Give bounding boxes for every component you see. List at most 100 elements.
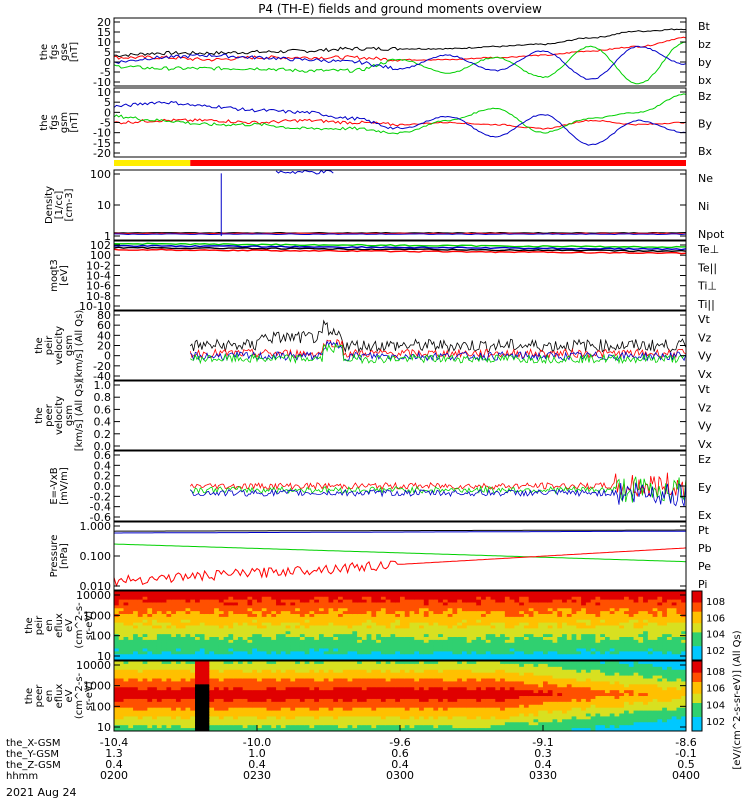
density-line-blue [114,233,686,236]
xtick-1-0: -10.0 [243,736,271,749]
frame-fgs_gse [113,17,687,87]
xtick-3-0: -9.1 [532,736,553,749]
pressure-line-black [114,529,686,532]
legend-peir_velocity-Vy: Vy [698,350,712,363]
panel-fgs_gsm-data [114,93,686,146]
ytick-fgs_gsm-1: 5 [104,96,111,109]
frame-peir_velocity [113,310,687,381]
ytick-efield-6: -0.6 [90,511,111,524]
xtick-2-2: 0.4 [391,758,409,771]
ylabel-peer_velocity-0: the [34,407,45,423]
xtick-3-1: 0.3 [534,747,552,760]
legend-efield-Ey: Ey [698,481,712,494]
ytick-density-0: 100 [90,168,111,181]
pressure-line-red [114,547,686,588]
cbar-tick-peer_spectrogram-3: 102 [706,717,725,728]
legend-density-Npot: Npot [698,228,725,241]
legend-peer_velocity-Vz: Vz [698,401,712,414]
xtick-2-0: -9.6 [389,736,410,749]
efield-line-blue [190,482,686,507]
ytick-fgs_gsm-6: -20 [93,147,111,160]
ylabel-peir_spectrogram-1: peir [34,615,45,635]
ylabel-peir_velocity-1: peir [44,335,55,355]
xtick-1-2: 0.4 [248,758,266,771]
xtick-4-1: -0.1 [675,747,696,760]
ytick-efield-0: 0.6 [94,449,112,462]
ytick-peir_velocity-4: 0 [104,350,111,363]
ytick-fgs_gse-3: 5 [104,46,111,59]
legend-peir_velocity-Vz: Vz [698,331,712,344]
ytick-peir_velocity-0: 80 [97,309,111,322]
legend-peir_velocity-Vt: Vt [698,313,711,326]
xtick-3-3: 0330 [529,769,557,782]
xtick-1-1: 1.0 [248,747,266,760]
status-bar-red [190,160,686,166]
frame-temperature [113,240,687,311]
legend-temperature-Te⊥: Te⊥ [697,243,719,256]
ytick-fgs_gsm-5: -15 [93,137,111,150]
xrow-label-3: hhmm [6,771,38,782]
xrow-label-1: the_Y-GSM [6,749,59,760]
legend-fgs_gse-by: by [698,56,712,69]
legend-temperature-Ti||: Ti|| [697,298,715,311]
ylabel-peir_spectrogram-5: (cm^2-s- [74,602,85,649]
ylabel-fgs_gsm-2: gsm [59,112,70,133]
npot-burst [275,170,334,175]
ytick-fgs_gse-1: 15 [97,26,111,39]
xtick-3-2: 0.4 [534,758,552,771]
xtick-0-2: 0.4 [105,758,123,771]
vel-line-green [190,342,686,365]
panel-pressure-data [114,529,686,588]
panel-efield-data [189,472,686,507]
temp-line-green [114,242,686,249]
pressure-line-green [114,543,686,563]
xtick-0-0: -10.4 [100,736,128,749]
ylabel-fgs_gse-1: fgs [49,44,60,59]
ytick-efield-2: 0.2 [94,470,112,483]
ylabel-peer_spectrogram-1: peer [34,684,45,708]
ylabel-fgs_gsm-3: [nT] [69,112,80,132]
ytick-fgs_gsm-4: -10 [93,127,111,140]
series-fgs_gsm-Bz [114,118,686,130]
ylabel-fgs_gsm-1: fgs [49,115,60,130]
series-fgs_gse-Bt [114,28,686,58]
panel-temperature-data [114,242,686,255]
ylabel-peir_spectrogram-4: eV [64,619,75,632]
ylabel-peer_spectrogram-6: sr-eV) [84,681,95,710]
cbar-tick-peer_spectrogram-0: 108 [706,667,725,678]
cbar-tick-peir_spectrogram-0: 108 [706,597,725,608]
legend-temperature-Ti⊥: Ti⊥ [697,280,717,293]
ylabel-peir_spectrogram-2: en [44,619,55,632]
cbar-tick-peer_spectrogram-1: 106 [706,684,725,695]
cbar-tick-peir_spectrogram-3: 102 [706,646,725,657]
frame-peer_velocity [113,380,687,451]
legend-efield-Ex: Ex [698,509,712,522]
ytick-temperature-5: 10-8 [86,290,111,303]
legend-peer_velocity-Vt: Vt [698,383,711,396]
ytick-fgs_gse-5: -5 [100,66,111,79]
ytick-efield-3: 0.0 [94,480,112,493]
efield-line-green [189,476,686,503]
ylabel-peer_velocity-4: [km/s] (All Qs) [74,380,85,452]
series-fgs_gsm-Bx [114,100,686,146]
legend-fgs_gsm-Bz: Bz [698,90,712,103]
ylabel-peir_spectrogram-3: eflux [54,613,65,638]
ytick-density-2: 1 [104,230,111,243]
xtick-4-2: 0.5 [677,758,695,771]
panel-fgs_gse-data [114,28,686,85]
ytick-density-1: 10 [97,199,111,212]
ytick-temperature-1: 100 [90,249,111,262]
legend-efield-Ez: Ez [698,453,711,466]
ylabel-peir_velocity-4: [km/s] (All Qs) [74,310,85,382]
frame-peir_spectrogram [113,590,687,661]
ylabel-peer_velocity-3: gsm [64,405,75,426]
legend-pressure-Pi: Pi [698,578,707,591]
xtick-0-3: 0200 [100,769,128,782]
xtick-4-0: -8.6 [675,736,696,749]
ylabel-density-2: [cm-3] [64,188,75,221]
xtick-1-3: 0230 [243,769,271,782]
ylabel-peir_velocity-0: the [34,337,45,353]
ytick-peir_spectrogram-3: 10 [97,650,111,663]
legend-density-Ni: Ni [698,200,709,213]
